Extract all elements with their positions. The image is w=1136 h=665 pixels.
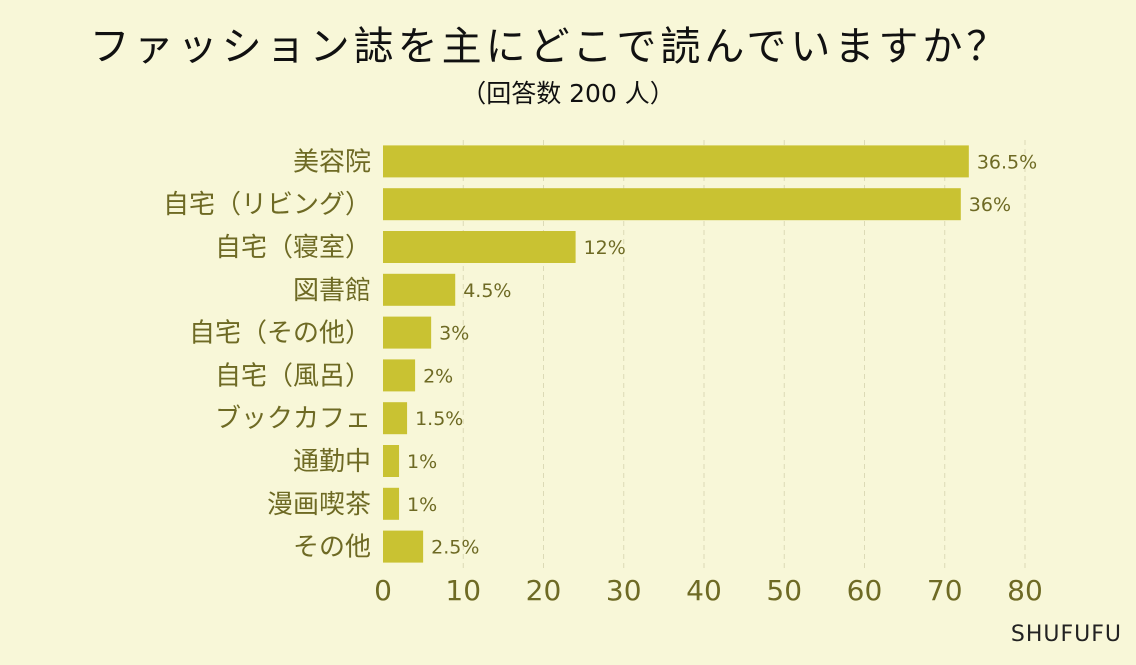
data-label: 4.5% bbox=[463, 280, 511, 302]
chart-subtitle: （回答数 200 人） bbox=[461, 79, 675, 108]
x-tick-label: 0 bbox=[374, 574, 392, 607]
category-label: その他 bbox=[293, 533, 371, 563]
bar bbox=[383, 188, 961, 221]
value-labels: 36.5% 36% 12% 4.5% 3% 2% 1.5% 1% 1% 2.5% bbox=[407, 151, 1037, 558]
bar bbox=[383, 530, 424, 563]
x-tick-label: 20 bbox=[526, 574, 562, 607]
category-label: 自宅（リビング） bbox=[163, 190, 371, 220]
data-label: 3% bbox=[439, 323, 469, 345]
x-tick-label: 60 bbox=[847, 574, 883, 607]
category-label: 図書館 bbox=[293, 276, 371, 306]
bar bbox=[383, 487, 400, 520]
bar bbox=[383, 402, 408, 435]
category-label: 自宅（風呂） bbox=[215, 361, 371, 391]
data-label: 2% bbox=[423, 365, 453, 387]
x-tick-label: 50 bbox=[766, 574, 802, 607]
data-label: 2.5% bbox=[431, 537, 479, 559]
data-label: 1% bbox=[407, 494, 437, 516]
category-label: 自宅（その他） bbox=[189, 319, 371, 349]
bar bbox=[383, 445, 400, 477]
x-tick-label: 80 bbox=[1007, 574, 1043, 607]
bar bbox=[383, 231, 576, 263]
x-tick-label: 40 bbox=[686, 574, 722, 607]
bar bbox=[383, 145, 969, 178]
data-label: 36% bbox=[969, 194, 1011, 216]
data-label: 1.5% bbox=[415, 408, 463, 430]
category-label: ブックカフェ bbox=[215, 404, 371, 434]
brand-logo: SHUFUFU bbox=[1010, 622, 1122, 647]
x-tick-label: 70 bbox=[927, 574, 963, 607]
data-label: 36.5% bbox=[977, 151, 1037, 173]
bar bbox=[383, 316, 432, 349]
bar bbox=[383, 359, 416, 392]
data-label: 12% bbox=[584, 237, 626, 259]
x-tick-label: 10 bbox=[445, 574, 481, 607]
category-label: 通勤中 bbox=[293, 447, 371, 477]
x-tick-label: 30 bbox=[606, 574, 642, 607]
bar bbox=[383, 273, 456, 306]
category-label: 漫画喫茶 bbox=[267, 490, 371, 520]
chart-title: ファッション誌を主にどこで読んでいますか？ bbox=[89, 24, 1011, 70]
category-label: 自宅（寝室） bbox=[215, 233, 371, 263]
data-label: 1% bbox=[407, 451, 437, 473]
x-tick-labels: 0 10 20 30 40 50 60 70 80 bbox=[374, 574, 1043, 607]
category-label: 美容院 bbox=[293, 147, 371, 177]
bars bbox=[383, 145, 969, 563]
